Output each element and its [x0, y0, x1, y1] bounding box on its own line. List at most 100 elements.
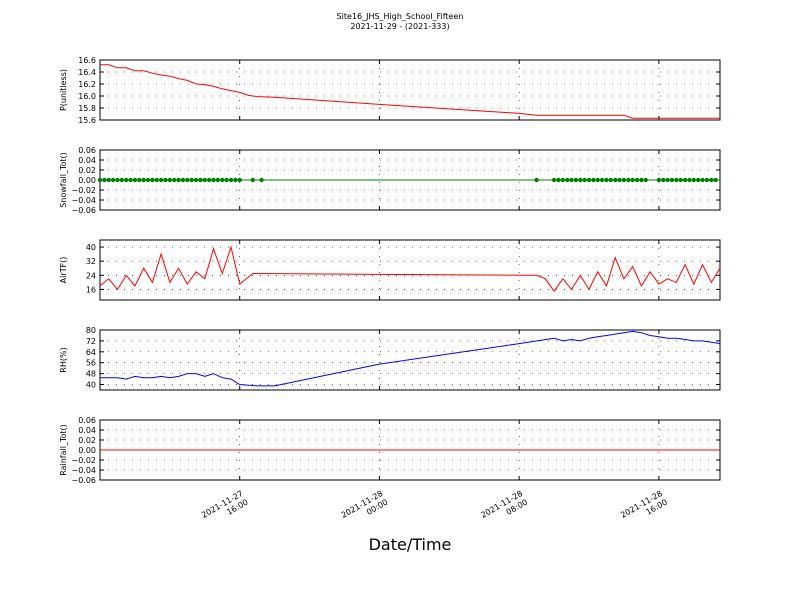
data-point [573, 177, 579, 183]
y-axis-label: RH(%) [59, 347, 68, 372]
y-tick-label: 16 [86, 285, 96, 294]
y-tick-label: 64 [86, 348, 96, 357]
y-tick-label: 80 [86, 326, 96, 335]
y-tick-label: 0.04 [78, 156, 96, 165]
series-line [100, 330, 721, 387]
y-tick-label: −0.04 [71, 196, 96, 205]
data-point [172, 177, 177, 183]
data-point [97, 177, 103, 183]
data-point [180, 177, 186, 183]
data-point [674, 177, 679, 183]
y-tick-label: 16.6 [78, 56, 96, 65]
data-point [220, 177, 225, 183]
data-point [560, 177, 566, 183]
y-tick-label: −0.06 [71, 476, 96, 485]
data-point [630, 177, 635, 183]
data-point [128, 177, 133, 183]
y-tick-label: 40 [86, 381, 96, 390]
data-point [700, 177, 705, 183]
data-point [158, 177, 164, 183]
data-point [189, 177, 194, 183]
data-point [167, 177, 173, 183]
data-point [682, 177, 688, 183]
data-point [202, 177, 207, 183]
panel-3: 40 48 56 64 72 80 RH(%) [59, 326, 721, 391]
y-tick-label: 16.4 [78, 68, 96, 77]
data-point [608, 177, 614, 183]
panel-frame [99, 59, 721, 121]
y-tick-label: 0.02 [78, 166, 96, 175]
data-point [591, 177, 596, 183]
data-point [643, 177, 648, 183]
series-line [100, 64, 720, 119]
panel-frame [99, 239, 721, 301]
y-axis-label: Snowfall_Tot() [59, 152, 68, 208]
data-point [634, 177, 640, 183]
data-point [198, 177, 203, 183]
y-tick-label: 0.06 [78, 416, 96, 425]
x-axis-label: Date/Time [369, 535, 452, 554]
data-point [678, 177, 683, 183]
series-line [99, 245, 721, 293]
data-point [556, 177, 561, 183]
data-point [665, 177, 670, 183]
data-point [233, 177, 238, 183]
data-point [713, 177, 718, 183]
data-point [228, 177, 234, 183]
data-point [695, 177, 701, 183]
data-point [569, 177, 574, 183]
panel-2: 16 24 32 40 AirTF() [59, 239, 721, 301]
data-point [661, 177, 666, 183]
data-point [110, 177, 116, 183]
y-tick-label: −0.02 [71, 186, 96, 195]
y-tick-label: 56 [86, 359, 96, 368]
data-point [102, 177, 107, 183]
panel-4: −0.06−0.04−0.020.000.020.040.06 Rainfall_… [59, 416, 721, 485]
data-point [595, 177, 600, 183]
data-point [176, 177, 181, 183]
y-tick-label: −0.06 [71, 206, 96, 215]
data-point [132, 177, 138, 183]
data-point [604, 177, 609, 183]
data-point [215, 177, 221, 183]
data-point [709, 177, 714, 183]
data-point [250, 177, 256, 183]
figure-subtitle: 2021-11-29 - (2021-333) [350, 22, 449, 31]
data-point [211, 177, 216, 183]
data-point [599, 177, 605, 183]
data-point [185, 177, 190, 183]
y-tick-label: 0.02 [78, 436, 96, 445]
y-tick-label: 0.00 [78, 176, 96, 185]
panel-frame [99, 329, 721, 391]
panel-0: 15.6 15.8 16.0 16.2 16.4 16.6 P(unitless) [59, 56, 721, 125]
data-point [582, 177, 587, 183]
data-point [551, 177, 557, 183]
data-point [534, 177, 539, 183]
data-point [259, 177, 264, 183]
data-point [163, 177, 168, 183]
data-point [137, 177, 142, 183]
y-axis-label: Rainfall_Tot() [59, 424, 68, 476]
data-point [193, 177, 199, 183]
y-axis-label: P(unitless) [59, 69, 68, 111]
data-point [115, 177, 120, 183]
y-tick-label: 16.0 [78, 92, 96, 101]
chart-panels: 15.6 15.8 16.0 16.2 16.4 16.6 P(unitless) −0.06… [59, 56, 721, 485]
y-tick-label: 15.6 [78, 116, 96, 125]
panel-1: −0.06−0.04−0.020.000.020.040.06 Snowfall_… [59, 146, 721, 215]
figure-title: Site16_JHS_High_School_Fifteen [337, 12, 464, 21]
y-tick-label: 48 [86, 370, 96, 379]
data-point [578, 177, 583, 183]
data-point [626, 177, 631, 183]
y-tick-label: 72 [86, 337, 96, 346]
y-tick-label: 32 [86, 257, 96, 266]
y-tick-label: 0.04 [78, 426, 96, 435]
data-point [639, 177, 644, 183]
data-point [687, 177, 692, 183]
data-point [656, 177, 662, 183]
data-point [106, 177, 111, 183]
y-tick-label: −0.02 [71, 456, 96, 465]
data-point [704, 177, 710, 183]
